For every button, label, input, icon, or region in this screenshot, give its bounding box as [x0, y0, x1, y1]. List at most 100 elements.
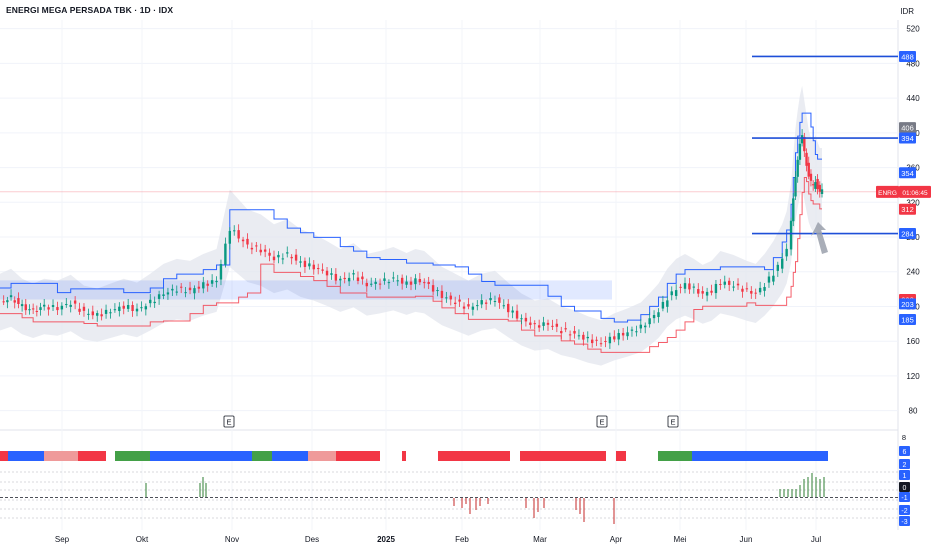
- candle-body: [28, 309, 31, 311]
- candle-body: [78, 308, 81, 312]
- candle-body: [568, 334, 572, 336]
- candle-body: [809, 173, 813, 181]
- price-tag: [899, 203, 916, 215]
- trend-ribbon-segment: [272, 451, 308, 461]
- indicator-tick-label: 1: [903, 473, 907, 480]
- candle-body: [219, 264, 223, 280]
- candle-body: [6, 300, 9, 303]
- trend-ribbon-segment: [0, 451, 8, 461]
- candle-body: [312, 264, 315, 270]
- candle-body: [24, 304, 27, 311]
- x-tick-label: Sep: [55, 535, 70, 544]
- symbol-tag: [876, 185, 899, 198]
- candle-body: [816, 178, 819, 190]
- candle-body: [378, 283, 382, 285]
- candle-body: [763, 286, 766, 291]
- candle-body: [13, 300, 16, 303]
- candle-body: [537, 325, 541, 328]
- candle-body: [767, 276, 771, 283]
- x-tick-label: 2025: [377, 535, 395, 544]
- candle-body: [31, 308, 35, 310]
- candle-body: [188, 287, 192, 291]
- candle-body: [290, 256, 293, 259]
- candle-body: [246, 238, 249, 245]
- candle-body: [445, 297, 448, 299]
- candle-body: [39, 307, 42, 311]
- candle-body: [551, 325, 554, 327]
- candle-body: [467, 304, 470, 307]
- candle-body: [471, 306, 475, 310]
- x-tick-label: Jun: [740, 535, 753, 544]
- candle-body: [732, 286, 735, 288]
- candle-body: [370, 283, 373, 285]
- indicator-tick-tag: [899, 482, 910, 492]
- candle-body: [792, 198, 795, 222]
- candle-body: [621, 332, 625, 336]
- candle-body: [396, 280, 399, 282]
- price-tag-label: 394: [901, 134, 914, 143]
- indicator-tick-tag: [899, 505, 910, 515]
- candle-body: [356, 277, 360, 281]
- candle-body: [374, 281, 377, 284]
- x-tick-label: Mei: [674, 535, 687, 544]
- candle-body: [462, 306, 466, 309]
- candle-body: [577, 335, 581, 337]
- x-tick-label: Nov: [225, 535, 239, 544]
- candle-body: [723, 281, 726, 285]
- price-tag: [899, 228, 916, 240]
- candle-body: [745, 288, 749, 290]
- earnings-marker: [667, 415, 679, 428]
- x-tick-label: Mar: [533, 535, 547, 544]
- candle-body: [56, 307, 59, 311]
- candle-body: [818, 184, 821, 192]
- candle-body: [449, 295, 452, 300]
- candle-body: [458, 299, 461, 302]
- candle-body: [20, 304, 24, 307]
- trend-ribbon-segment: [150, 451, 252, 461]
- candle-body: [657, 312, 660, 318]
- candle-body: [710, 290, 713, 293]
- price-tag-label: 284: [901, 230, 914, 239]
- x-tick-label: Jul: [811, 535, 821, 544]
- y-tick-label: 320: [906, 198, 920, 207]
- candle-body: [750, 290, 753, 294]
- candle-body: [674, 290, 678, 296]
- candle-body: [414, 278, 417, 285]
- y-tick-label: 120: [906, 372, 920, 381]
- candle-body: [140, 307, 143, 309]
- candle-body: [339, 278, 342, 281]
- candle-body: [476, 305, 479, 307]
- candle-body: [520, 318, 523, 320]
- y-tick-label: 160: [906, 337, 920, 346]
- candle-body: [299, 261, 302, 263]
- candle-body: [679, 286, 682, 288]
- candle-body: [613, 336, 616, 340]
- candle-body: [608, 336, 612, 344]
- candle-body: [741, 288, 744, 292]
- candle-body: [82, 306, 86, 311]
- candle-body: [109, 312, 112, 314]
- symbol-tag-label: ENRG: [878, 190, 897, 197]
- trend-ribbon-segment: [616, 451, 626, 461]
- candle-body: [157, 294, 161, 299]
- candle-body: [564, 328, 567, 330]
- candle-body: [277, 254, 280, 258]
- candle-body: [250, 247, 254, 250]
- candle-body: [796, 159, 799, 177]
- candle-body: [73, 300, 77, 304]
- earnings-marker-label: E: [670, 418, 675, 427]
- candle-body: [701, 291, 704, 294]
- candle-body: [440, 290, 444, 298]
- indicator-tick-label: 2: [903, 462, 907, 469]
- candle-body: [666, 300, 669, 307]
- price-tag-label: 203: [901, 300, 914, 309]
- price-tag: [899, 167, 916, 179]
- trend-ribbon-segment: [692, 451, 828, 461]
- candle-body: [166, 292, 170, 295]
- candle-body: [652, 315, 656, 319]
- candle-body: [648, 318, 651, 325]
- candle-body: [210, 280, 214, 284]
- candle-body: [2, 301, 5, 303]
